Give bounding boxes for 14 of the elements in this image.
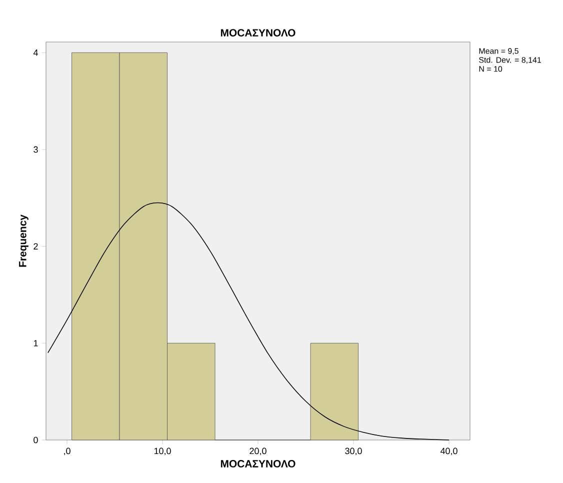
x-tick-label: 40,0 (440, 448, 458, 456)
x-tick-label: ,0 (64, 448, 70, 456)
y-tick-label: 1 (34, 340, 38, 346)
chart-title: ΜΟCΑΣΥΝΟΛΟ (220, 29, 296, 37)
x-tick-label: 20,0 (250, 448, 266, 456)
y-tick-label: 0 (34, 436, 38, 444)
y-tick-label: 4 (33, 50, 38, 56)
line-series (48, 202, 450, 440)
x-tick-label: 10,0 (154, 448, 171, 456)
x-axis-title: ΜΟCΑΣΥΝΟΛΟ (220, 460, 296, 468)
x-tick-label: 30,0 (345, 448, 362, 456)
y-tick-label: 2 (34, 243, 38, 250)
y-tick-label: 3 (34, 146, 38, 153)
y-axis-title: Frequency (19, 214, 28, 267)
